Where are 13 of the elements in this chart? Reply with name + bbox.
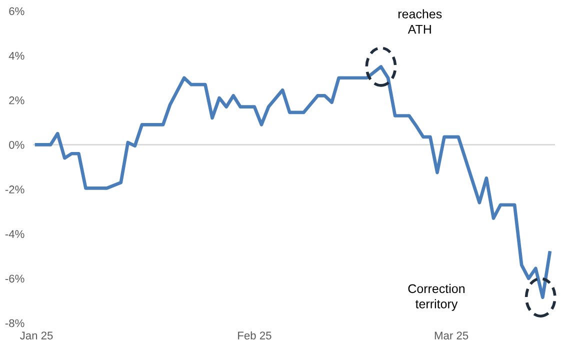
- y-tick-label: -6%: [5, 274, 24, 283]
- x-tick-label: Jan 25: [20, 332, 53, 340]
- y-tick-label: 6%: [9, 7, 24, 16]
- y-tick-label: 2%: [9, 96, 24, 104]
- annotation: reaches ATH: [398, 9, 442, 34]
- x-tick-label: Feb 25: [238, 331, 272, 340]
- y-tick-label: -4%: [5, 230, 24, 238]
- y-tick-label: 0%: [9, 140, 24, 149]
- annotation: Correction territory: [408, 284, 464, 311]
- x-tick-label: Mar 25: [434, 332, 468, 340]
- y-tick-label: -2%: [5, 186, 24, 194]
- y-tick-label: -8%: [5, 319, 24, 328]
- y-tick-label: 4%: [8, 52, 24, 60]
